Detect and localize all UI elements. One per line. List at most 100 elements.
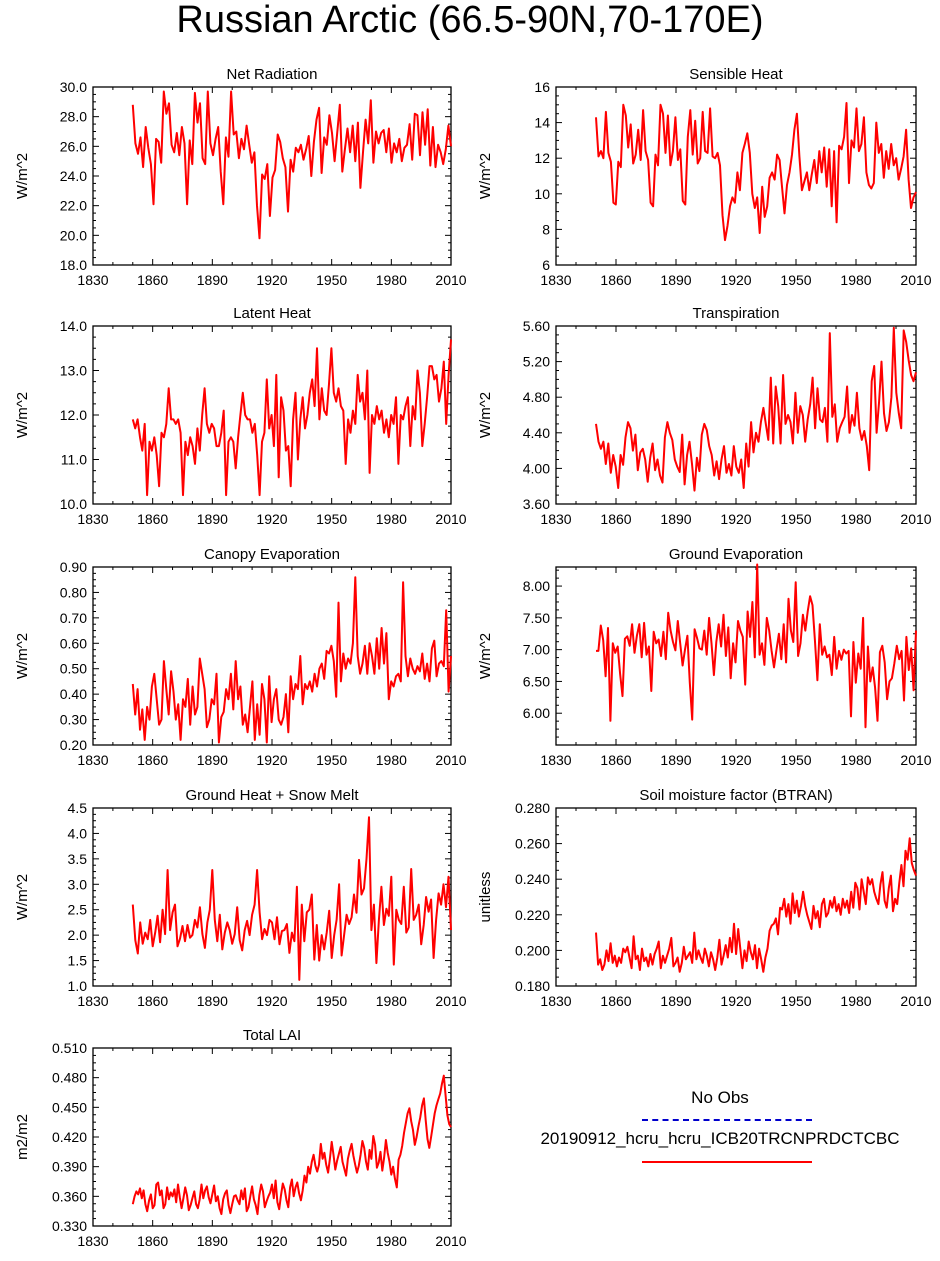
y-tick-label: 0.390 bbox=[52, 1159, 87, 1175]
chart-groundevap: Ground Evaporation W/m^2 1830 1860 1890 1920 1… bbox=[477, 546, 932, 768]
y-tick-label: 5.60 bbox=[523, 318, 550, 334]
y-axis-label: W/m^2 bbox=[477, 633, 494, 679]
x-tick-label: 1980 bbox=[376, 1233, 407, 1249]
chart-title: Sensible Heat bbox=[689, 66, 783, 83]
x-tick-label: 1950 bbox=[780, 993, 811, 1009]
y-tick-label: 2.5 bbox=[68, 902, 88, 918]
legend-case-label: 20190912_hcru_hcru_ICB20TRCNPRDCTCBC bbox=[540, 1129, 900, 1148]
x-tick-label: 1980 bbox=[376, 511, 407, 527]
legend: No Obs 20190912_hcru_hcru_ICB20TRCNPRDCT… bbox=[500, 1086, 940, 1176]
y-tick-label: 4.40 bbox=[523, 425, 550, 441]
x-tick-label: 1920 bbox=[256, 752, 287, 768]
x-tick-label: 1830 bbox=[77, 752, 108, 768]
y-tick-label: 0.280 bbox=[515, 800, 550, 816]
plot-frame bbox=[555, 325, 917, 505]
y-tick-label: 14 bbox=[534, 115, 550, 131]
x-tick-label: 1920 bbox=[720, 272, 751, 288]
y-tick-label: 30.0 bbox=[60, 79, 87, 95]
chart-sensible: Sensible Heat W/m^2 1830 1860 1890 1920 1950 19… bbox=[477, 66, 932, 288]
x-tick-label: 1830 bbox=[77, 511, 108, 527]
x-tick-label: 1980 bbox=[840, 752, 871, 768]
x-tick-label: 1860 bbox=[600, 752, 631, 768]
y-tick-label: 0.30 bbox=[60, 712, 87, 728]
y-tick-label: 0.200 bbox=[515, 942, 550, 958]
y-tick-label: 10 bbox=[534, 186, 550, 202]
plot-frame bbox=[92, 807, 452, 987]
x-tick-label: 1980 bbox=[840, 511, 871, 527]
y-tick-label: 1.5 bbox=[68, 953, 88, 969]
x-tick-label: 1890 bbox=[660, 752, 691, 768]
y-tick-label: 3.5 bbox=[68, 851, 88, 867]
x-tick-label: 1860 bbox=[137, 511, 168, 527]
y-tick-label: 0.70 bbox=[60, 610, 87, 626]
y-tick-label: 20.0 bbox=[60, 227, 87, 243]
x-tick-label: 1950 bbox=[316, 752, 347, 768]
y-tick-label: 6.50 bbox=[523, 673, 550, 689]
x-tick-label: 2010 bbox=[900, 511, 931, 527]
series-line bbox=[131, 90, 452, 240]
x-tick-label: 1920 bbox=[256, 511, 287, 527]
x-tick-label: 1920 bbox=[256, 272, 287, 288]
y-tick-label: 16 bbox=[534, 79, 550, 95]
x-tick-label: 1830 bbox=[540, 993, 571, 1009]
y-tick-label: 0.50 bbox=[60, 661, 87, 677]
y-axis-label: W/m^2 bbox=[477, 153, 494, 199]
x-tick-label: 1890 bbox=[197, 272, 228, 288]
y-axis-label: W/m^2 bbox=[14, 874, 31, 920]
series-line bbox=[595, 102, 917, 242]
y-tick-label: 0.80 bbox=[60, 584, 87, 600]
plot-frame bbox=[555, 86, 917, 266]
x-tick-label: 2010 bbox=[435, 752, 466, 768]
x-tick-label: 1890 bbox=[660, 993, 691, 1009]
y-axis-label: unitless bbox=[477, 872, 494, 923]
y-tick-label: 24.0 bbox=[60, 168, 87, 184]
y-tick-label: 4.80 bbox=[523, 389, 550, 405]
x-tick-label: 1830 bbox=[77, 1233, 108, 1249]
x-tick-label: 1860 bbox=[600, 272, 631, 288]
y-tick-label: 10.0 bbox=[60, 496, 87, 512]
x-tick-label: 1950 bbox=[316, 511, 347, 527]
x-tick-label: 1830 bbox=[540, 511, 571, 527]
chart-canopy: Canopy Evaporation W/m^2 1830 1860 1890 1920 1… bbox=[14, 546, 467, 768]
y-axis-label: m2/m2 bbox=[14, 1114, 31, 1160]
chart-transp: Transpiration W/m^2 1830 1860 1890 1920 1950 19… bbox=[477, 305, 932, 527]
y-tick-label: 4.00 bbox=[523, 460, 550, 476]
y-tick-label: 12 bbox=[534, 150, 550, 166]
x-tick-label: 1890 bbox=[197, 993, 228, 1009]
figure-title: Russian Arctic (66.5-90N,70-170E) bbox=[176, 0, 764, 41]
y-tick-label: 0.20 bbox=[60, 737, 87, 753]
y-tick-label: 4.0 bbox=[68, 825, 88, 841]
chart-lai: Total LAI m2/m2 1830 1860 1890 1920 1950 1980 20… bbox=[14, 1027, 467, 1249]
x-tick-label: 1860 bbox=[137, 272, 168, 288]
chart-title: Total LAI bbox=[243, 1027, 301, 1044]
plot-frame bbox=[555, 807, 917, 987]
y-tick-label: 0.60 bbox=[60, 635, 87, 651]
plot-frame bbox=[92, 1047, 452, 1227]
x-tick-label: 1950 bbox=[780, 272, 811, 288]
y-tick-label: 12.0 bbox=[60, 407, 87, 423]
x-tick-label: 1980 bbox=[840, 993, 871, 1009]
y-tick-label: 0.450 bbox=[52, 1099, 87, 1115]
legend-obs-line bbox=[642, 1119, 812, 1121]
x-tick-label: 1860 bbox=[137, 993, 168, 1009]
x-tick-label: 1830 bbox=[77, 272, 108, 288]
x-tick-label: 2010 bbox=[435, 511, 466, 527]
y-tick-label: 0.260 bbox=[515, 836, 550, 852]
chart-title: Net Radiation bbox=[227, 66, 318, 83]
y-tick-label: 0.510 bbox=[52, 1040, 87, 1056]
x-tick-label: 2010 bbox=[900, 272, 931, 288]
y-tick-label: 0.40 bbox=[60, 686, 87, 702]
y-tick-label: 13.0 bbox=[60, 363, 87, 379]
series-line bbox=[131, 1074, 452, 1216]
x-tick-label: 1860 bbox=[137, 752, 168, 768]
chart-groundheat: Ground Heat + Snow Melt W/m^2 1830 1860 1890… bbox=[14, 787, 467, 1009]
chart-latent: Latent Heat W/m^2 1830 1860 1890 1920 1950 1980… bbox=[14, 305, 467, 527]
x-tick-label: 1890 bbox=[197, 511, 228, 527]
y-tick-label: 8.00 bbox=[523, 578, 550, 594]
x-tick-label: 1920 bbox=[720, 752, 751, 768]
y-tick-label: 7.00 bbox=[523, 642, 550, 658]
y-tick-label: 6.00 bbox=[523, 705, 550, 721]
x-tick-label: 1830 bbox=[77, 993, 108, 1009]
y-tick-label: 0.480 bbox=[52, 1070, 87, 1086]
x-tick-label: 1950 bbox=[780, 511, 811, 527]
